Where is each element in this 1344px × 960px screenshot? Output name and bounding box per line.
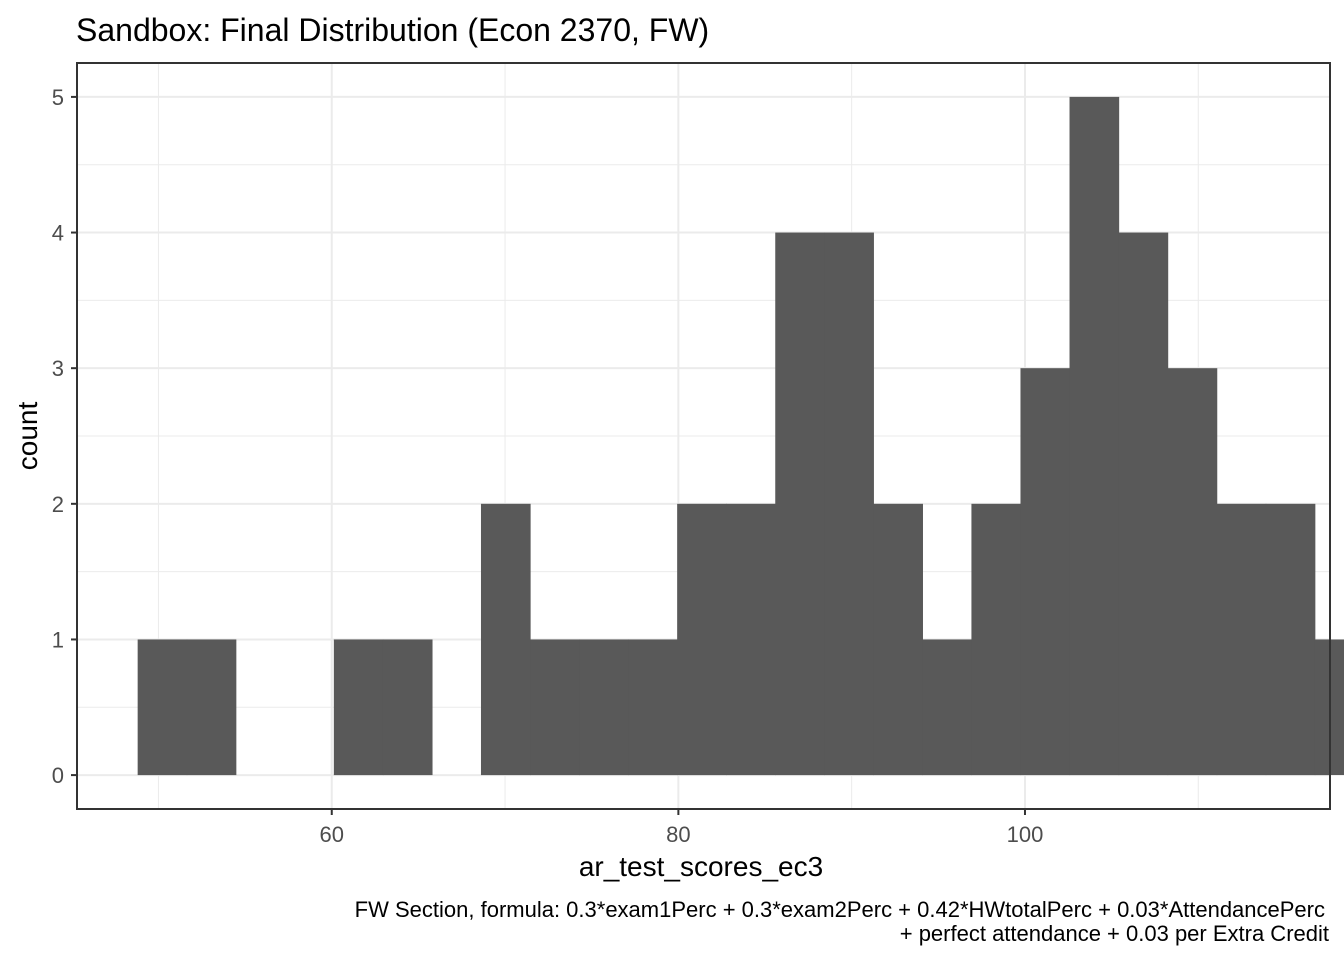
histogram-bar-10 bbox=[726, 503, 776, 776]
histogram-bar-1 bbox=[137, 639, 188, 776]
caption-line-2: + perfect attendance + 0.03 per Extra Cr… bbox=[900, 921, 1329, 946]
y-tick-label: 1 bbox=[52, 627, 64, 652]
histogram-bar-3 bbox=[333, 639, 384, 776]
histogram-bar-5 bbox=[480, 503, 531, 776]
histogram-bar-21 bbox=[1265, 503, 1316, 776]
plot-panel bbox=[76, 62, 1344, 810]
histogram-bar-11 bbox=[775, 232, 825, 776]
histogram-bar-18 bbox=[1118, 232, 1169, 776]
histogram-bar-17 bbox=[1069, 96, 1120, 776]
histogram-bar-9 bbox=[677, 503, 727, 776]
histogram-bar-7 bbox=[579, 639, 629, 776]
histogram-bar-2 bbox=[186, 639, 237, 776]
x-tick-label: 60 bbox=[320, 822, 344, 847]
histogram-bar-15 bbox=[971, 503, 1022, 776]
caption-line-1: FW Section, formula: 0.3*exam1Perc + 0.3… bbox=[355, 897, 1325, 922]
x-tick-label: 80 bbox=[666, 822, 690, 847]
histogram-bar-6 bbox=[530, 639, 580, 776]
y-tick-label: 3 bbox=[52, 356, 64, 381]
y-axis: 0 1 2 3 4 5 bbox=[52, 85, 77, 788]
x-axis-title: ar_test_scores_ec3 bbox=[579, 851, 823, 882]
histogram-bars bbox=[137, 96, 1344, 776]
y-tick-label: 2 bbox=[52, 492, 64, 517]
histogram-bar-14 bbox=[922, 639, 973, 776]
chart-title: Sandbox: Final Distribution (Econ 2370, … bbox=[76, 12, 709, 48]
histogram-bar-20 bbox=[1216, 503, 1267, 776]
y-axis-title: count bbox=[12, 402, 43, 471]
histogram-bar-13 bbox=[873, 503, 923, 776]
y-tick-label: 4 bbox=[52, 221, 64, 246]
histogram-bar-12 bbox=[824, 232, 874, 776]
y-tick-label: 0 bbox=[52, 763, 64, 788]
x-tick-label: 100 bbox=[1007, 822, 1044, 847]
histogram-bar-8 bbox=[628, 639, 678, 776]
histogram-bar-4 bbox=[382, 639, 433, 776]
panel-border bbox=[76, 62, 1331, 810]
y-tick-label: 5 bbox=[52, 85, 64, 110]
x-axis: 60 80 100 bbox=[320, 809, 1044, 847]
histogram-bar-16 bbox=[1020, 368, 1071, 776]
histogram-bar-19 bbox=[1167, 368, 1218, 776]
